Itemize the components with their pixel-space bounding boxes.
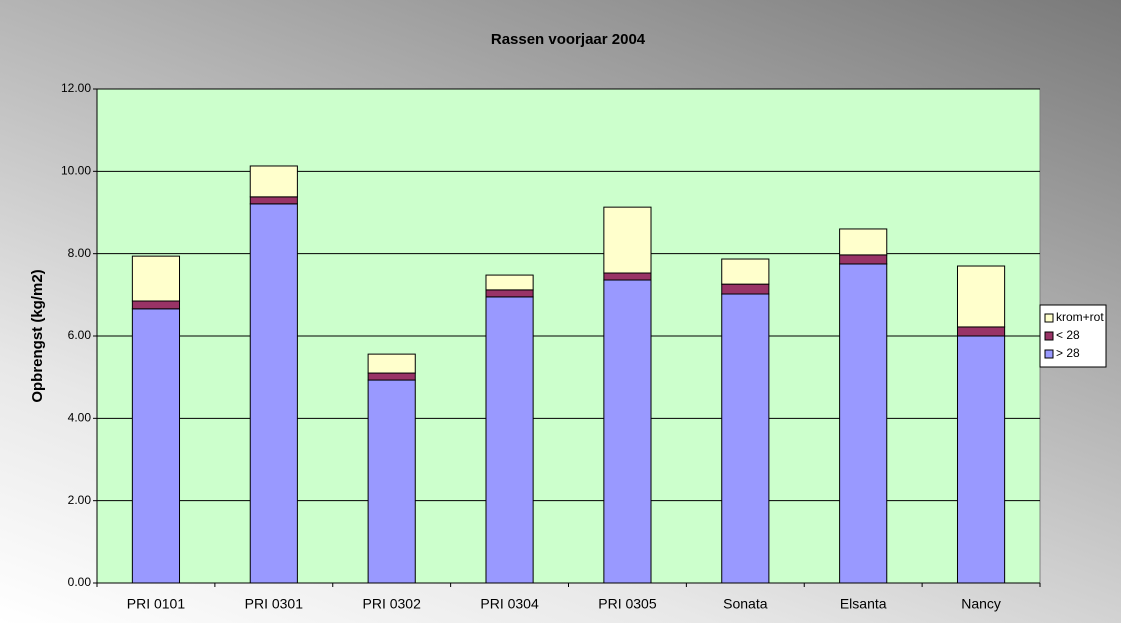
bar-segment <box>131 255 181 302</box>
x-tick-label: PRI 0304 <box>480 596 539 612</box>
bar-segment <box>367 372 416 381</box>
y-tick-label: 10.00 <box>61 164 91 178</box>
legend-label: < 28 <box>1056 328 1080 342</box>
y-tick-label: 4.00 <box>68 411 92 425</box>
bar-segment <box>249 196 298 205</box>
bar-segment <box>603 206 652 274</box>
legend-label: krom+rot <box>1056 310 1104 324</box>
bar-segment <box>839 254 888 265</box>
legend-label: > 28 <box>1056 346 1080 360</box>
bar-segment <box>956 326 1006 337</box>
bar-segment <box>721 293 770 584</box>
bar-segment <box>721 283 770 295</box>
bar-segment <box>249 203 298 584</box>
bar-segment <box>367 379 416 584</box>
bar-segment <box>603 272 652 281</box>
y-tick-label: 8.00 <box>68 246 92 260</box>
bar-segment <box>485 296 534 584</box>
legend-swatch <box>1044 331 1054 341</box>
x-tick-label: Nancy <box>961 596 1001 612</box>
y-tick-label: 0.00 <box>68 575 92 589</box>
bar-segment <box>956 265 1006 328</box>
x-tick-label: PRI 0305 <box>598 596 657 612</box>
legend-swatch <box>1044 313 1054 323</box>
bar-segment <box>131 308 181 584</box>
legend-swatch <box>1044 349 1054 359</box>
chart-title: Rassen voorjaar 2004 <box>491 31 646 48</box>
x-tick-label: PRI 0302 <box>363 596 422 612</box>
bar-segment <box>721 258 770 285</box>
x-tick-label: Sonata <box>723 596 768 612</box>
x-tick-label: Elsanta <box>840 596 887 612</box>
bar-segment <box>131 300 181 310</box>
bar-segment <box>956 335 1006 584</box>
y-tick-label: 2.00 <box>68 493 92 507</box>
bar-segment <box>839 263 888 584</box>
bar-segment <box>367 353 416 374</box>
y-tick-label: 12.00 <box>61 81 91 95</box>
bar-segment <box>485 289 534 298</box>
bar-segment <box>603 279 652 584</box>
bar-segment <box>249 165 298 198</box>
y-axis-label: Opbrengst (kg/m2) <box>29 269 46 402</box>
x-tick-label: PRI 0101 <box>127 596 186 612</box>
bar-segment <box>839 228 888 256</box>
bar-segment <box>485 274 534 291</box>
x-tick-label: PRI 0301 <box>245 596 304 612</box>
y-tick-label: 6.00 <box>68 328 92 342</box>
